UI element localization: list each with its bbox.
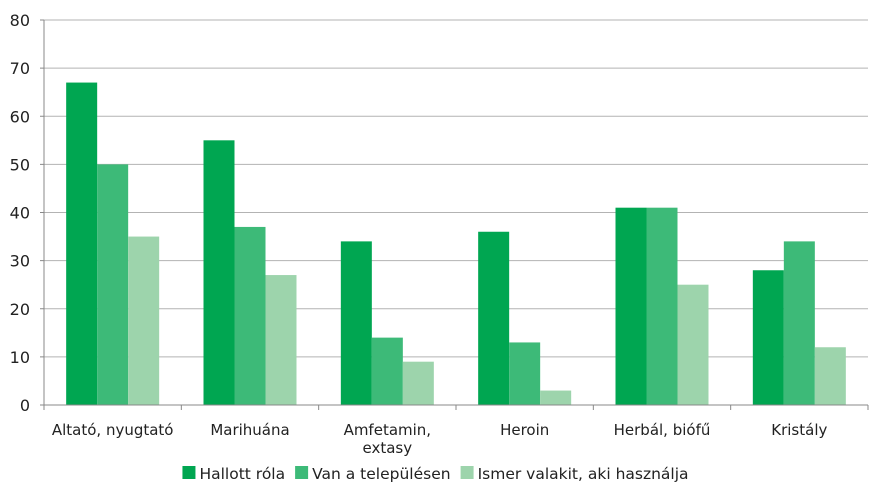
bars — [66, 82, 846, 405]
y-tick-label: 10 — [10, 348, 30, 367]
x-tick-label-line: Amfetamin, — [344, 421, 432, 439]
bar-3-4 — [540, 390, 572, 405]
y-tick-label: 50 — [10, 155, 30, 174]
bar-3-3 — [402, 361, 434, 405]
x-tick-label-line: Altató, nyugtató — [52, 421, 174, 439]
axes — [40, 19, 869, 410]
x-tick-label: Marihuána — [210, 421, 289, 439]
x-tick-label: Herbál, biófű — [614, 421, 711, 439]
bar-1-5 — [615, 207, 647, 405]
bar-3-2 — [265, 275, 297, 405]
y-tick-label: 80 — [10, 11, 30, 30]
x-tick-label: Amfetamin, extasy — [344, 421, 432, 457]
bar-3-1 — [128, 236, 160, 405]
x-tick-label: Kristály — [771, 421, 827, 439]
bar-2-2 — [234, 226, 266, 405]
bar-1-3 — [340, 241, 372, 405]
x-tick-label-line: Herbál, biófű — [614, 421, 711, 439]
y-axis-ticks: 0 10 20 30 40 50 60 70 80 — [10, 11, 30, 415]
y-tick-label: 70 — [10, 59, 30, 78]
bar-2-5 — [646, 207, 678, 405]
y-tick-label: 30 — [10, 252, 30, 271]
y-tick-label: 20 — [10, 300, 30, 319]
bar-2-6 — [783, 241, 815, 405]
bar-1-4 — [478, 231, 510, 405]
legend-label-2: Van a településen — [312, 465, 450, 483]
legend-label-3: Ismer valakit, aki használja — [478, 465, 689, 483]
x-tick-label-line: Heroin — [500, 421, 549, 439]
legend-swatch-3 — [460, 466, 474, 479]
bar-2-1 — [97, 164, 129, 405]
x-tick-label-line: Kristály — [771, 421, 827, 439]
bar-2-4 — [509, 342, 541, 405]
y-tick-label: 60 — [10, 107, 30, 126]
legend-swatch-1 — [182, 466, 196, 479]
x-tick-label-line: extasy — [363, 439, 413, 457]
legend-swatch-2 — [295, 466, 309, 479]
legend-label-1: Hallott róla — [199, 465, 285, 483]
x-axis-labels: Altató, nyugtató Marihuána Amfetamin, extas… — [52, 421, 828, 457]
y-tick-label: 0 — [20, 396, 30, 415]
gridlines — [44, 19, 868, 358]
y-tick-label: 40 — [10, 204, 30, 223]
bar-3-6 — [814, 347, 846, 405]
x-tick-label-line: Marihuána — [210, 421, 289, 439]
x-tick-label: Altató, nyugtató — [52, 421, 174, 439]
bar-3-5 — [677, 284, 709, 405]
bar-1-2 — [203, 140, 235, 405]
x-tick-label: Heroin — [500, 421, 549, 439]
bar-2-3 — [371, 337, 403, 405]
legend: Hallott róla Van a településen Ismer valak… — [182, 465, 689, 483]
bar-1-6 — [752, 270, 784, 405]
bar-1-1 — [66, 82, 98, 405]
